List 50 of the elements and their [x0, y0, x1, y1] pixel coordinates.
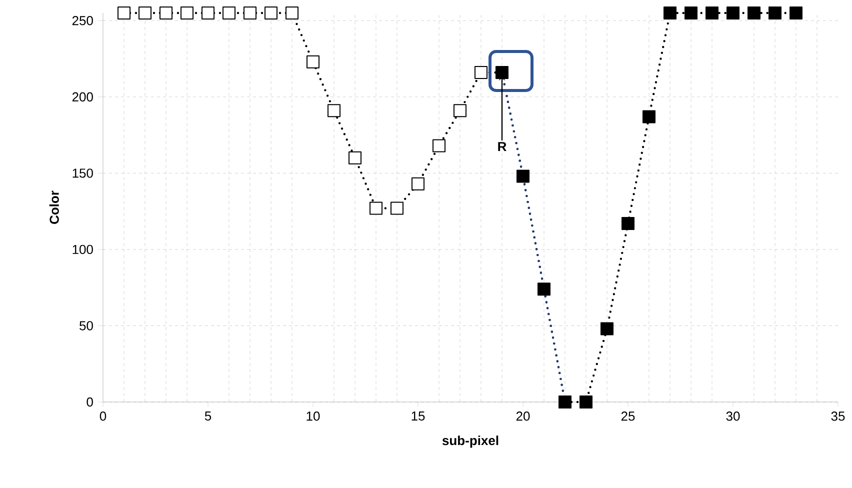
y-tick-label: 200	[72, 92, 93, 102]
y-axis-title: Color	[49, 190, 59, 224]
x-tick-label: 25	[621, 412, 635, 421]
point	[706, 6, 719, 20]
point	[202, 6, 214, 20]
point	[348, 151, 362, 164]
point	[664, 6, 677, 20]
point	[580, 396, 592, 408]
point	[160, 6, 172, 20]
point	[222, 6, 236, 20]
x-tick-label: 30	[726, 412, 740, 421]
x-tick-label: 5	[204, 412, 212, 421]
point	[180, 6, 194, 20]
point	[558, 396, 572, 408]
x-tick-label: 15	[412, 412, 425, 421]
y-tick-label: 100	[72, 244, 93, 254]
annotation: R	[498, 142, 506, 152]
x-tick-label: 35	[831, 412, 845, 421]
point	[790, 6, 802, 20]
x-tick-label: 0	[100, 412, 106, 421]
point	[306, 55, 320, 68]
point	[432, 139, 446, 152]
point	[454, 104, 466, 118]
point	[390, 202, 404, 215]
point	[768, 6, 782, 20]
y-tick-label: 0	[86, 397, 93, 407]
point	[118, 6, 130, 20]
point	[726, 6, 740, 20]
point	[138, 6, 152, 20]
x-tick-label: 10	[306, 412, 320, 421]
point	[328, 104, 340, 118]
x-axis-title: sub-pixel	[442, 436, 498, 448]
point	[600, 322, 614, 336]
point	[516, 170, 530, 183]
point	[684, 6, 698, 20]
x-tick-label: 20	[516, 412, 530, 421]
y-tick-label: 250	[72, 16, 93, 26]
point	[622, 217, 634, 230]
point	[264, 6, 278, 20]
y-tick-label: 50	[80, 321, 93, 330]
y-tick-label: 150	[72, 168, 93, 178]
point	[496, 66, 508, 79]
point	[474, 66, 488, 79]
point	[412, 177, 424, 190]
point	[642, 110, 656, 124]
point	[748, 6, 761, 20]
point	[370, 202, 382, 215]
point	[538, 282, 550, 296]
point	[244, 6, 256, 20]
point	[286, 6, 298, 20]
